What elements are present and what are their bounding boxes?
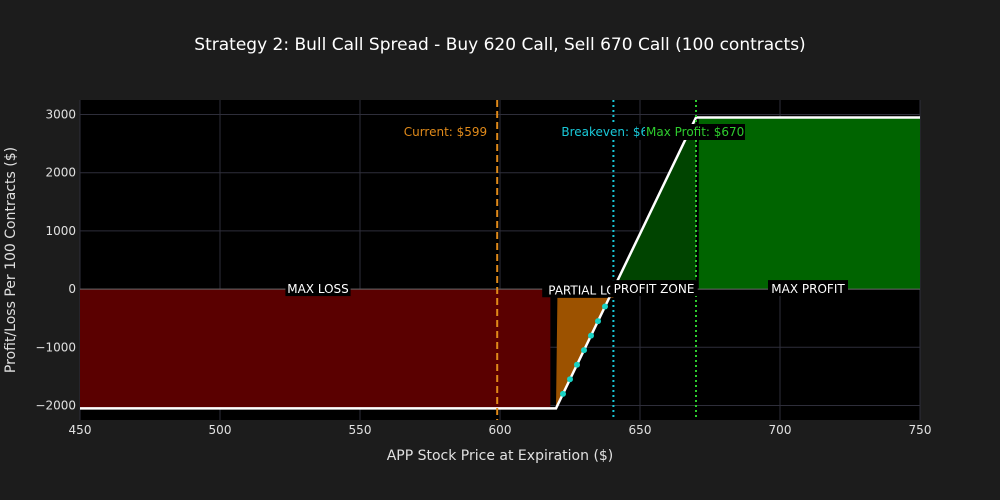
y-axis-label: Profit/Loss Per 100 Contracts ($) (3, 147, 19, 373)
payoff-marker (602, 303, 608, 310)
payoff-marker (588, 332, 594, 339)
payoff-line (80, 116, 920, 410)
y-tick-label: −1000 (35, 340, 76, 354)
y-tick-label: 3000 (45, 108, 76, 122)
chart-title: Strategy 2: Bull Call Spread - Buy 620 C… (194, 35, 805, 55)
zone-label-bg (768, 280, 848, 297)
zone-label: MAX PROFIT (771, 282, 845, 296)
zone-label: PARTIAL LOSS (548, 283, 631, 297)
payoff-marker (560, 390, 566, 397)
y-tick-label: 0 (68, 282, 76, 296)
y-tick-label: −2000 (35, 398, 76, 412)
y-tick-label: 1000 (45, 224, 76, 238)
zone-label: MAX LOSS (287, 282, 349, 296)
vertical-line-label-bg (560, 124, 661, 140)
payoff-marker (581, 347, 587, 354)
payoff-marker (595, 318, 601, 325)
zone-max-loss (80, 289, 551, 409)
x-tick-label: 500 (209, 423, 232, 437)
x-tick-label: 650 (629, 423, 652, 437)
zone-label: PROFIT ZONE (614, 282, 695, 296)
zone-max-profit (698, 117, 920, 290)
tick-layer: 450 500 550 600 650 700 750 −2000 −1000 0 1000 2000… (35, 108, 931, 437)
x-axis-label: APP Stock Price at Expiration ($) (387, 448, 614, 464)
x-tick-label: 450 (69, 423, 92, 437)
y-tick-label: 2000 (45, 166, 76, 180)
payoff-marker (574, 361, 580, 368)
zone-label-bg (610, 280, 698, 297)
x-tick-label: 700 (769, 423, 792, 437)
x-tick-label: 550 (349, 423, 372, 437)
zone-label-bg (285, 280, 351, 297)
payoff-marker (567, 376, 573, 383)
vertical-line-label: Max Profit: $670 (646, 125, 744, 139)
x-tick-label: 750 (909, 423, 932, 437)
vertical-line-label: Current: $599 (404, 125, 487, 139)
x-tick-label: 600 (489, 423, 512, 437)
vertical-line-label-bg (645, 124, 745, 140)
